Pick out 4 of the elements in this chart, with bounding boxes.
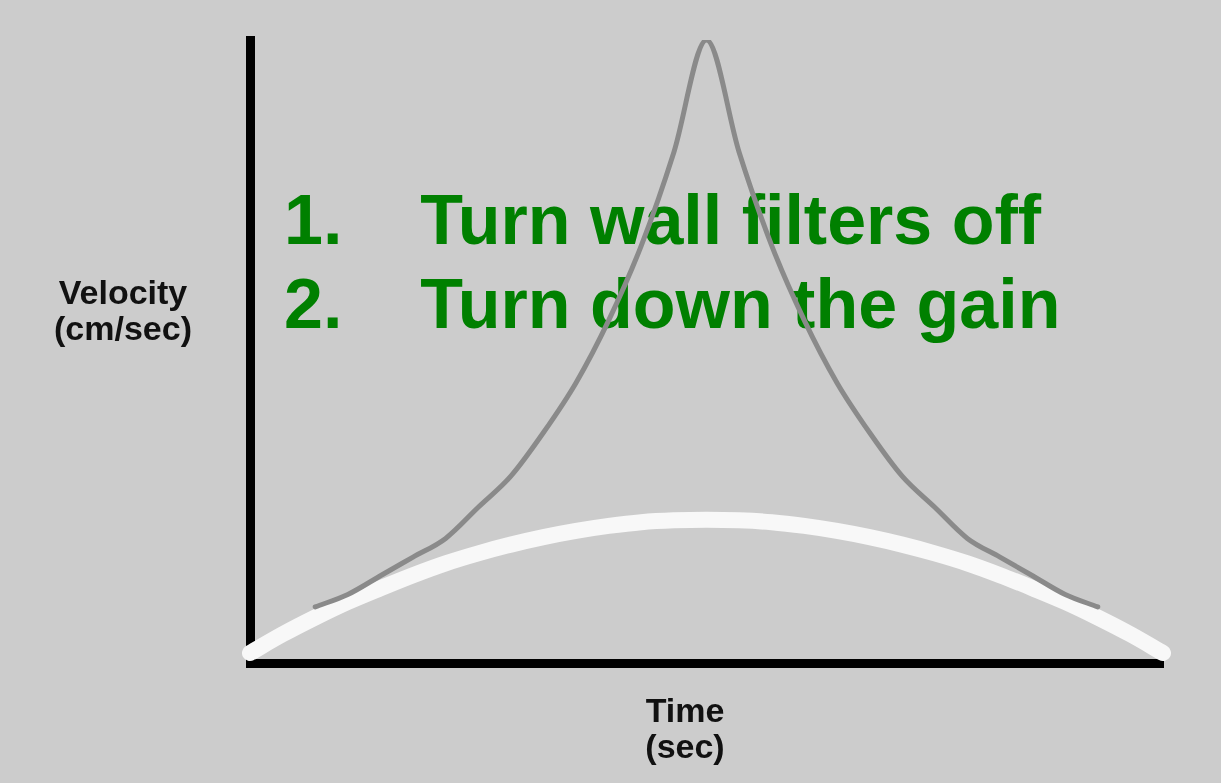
y-axis-title: Velocity (cm/sec) bbox=[53, 273, 193, 347]
annotation: 2. Turn down the gain bbox=[284, 265, 1061, 343]
annotation: 1. Turn wall filters off bbox=[284, 181, 1042, 259]
x-axis-title: Time (sec) bbox=[644, 691, 726, 765]
